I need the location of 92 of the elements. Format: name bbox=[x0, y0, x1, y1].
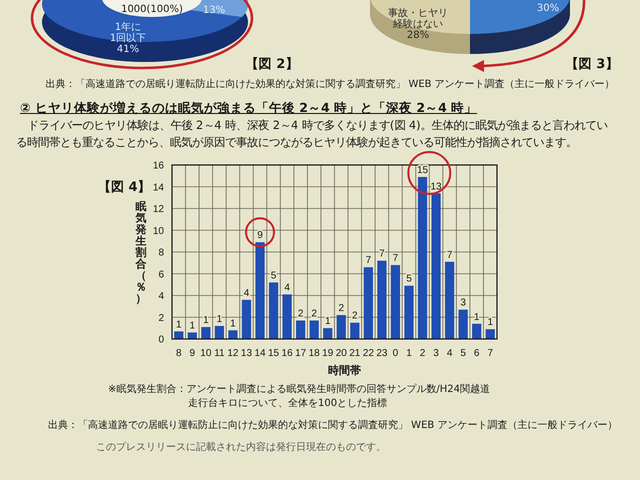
text: ※眠気発生割合：アンケート調査による眠気発生時間帯の回答サンプル数/H24関越道走行台キロについて、全体を100とした指標 bbox=[108, 383, 491, 411]
x-tick-label: 11 bbox=[214, 348, 226, 359]
y-tick-label: 8 bbox=[158, 248, 164, 258]
chart-title: ② ヒヤリ体験が増えるのは眠気が強まる「午後 2～4 時」と「深夜 2～4 時」 bbox=[20, 100, 478, 117]
data-label: 5 bbox=[406, 274, 412, 285]
y-tick-label: 14 bbox=[152, 182, 164, 194]
data-label: 4 bbox=[244, 288, 250, 299]
data-label: 4 bbox=[284, 282, 290, 294]
x-tick-label: 12 bbox=[227, 348, 239, 359]
y-tick-label: 16 bbox=[152, 160, 164, 172]
x-tick-label: 2 bbox=[420, 348, 426, 359]
bar bbox=[404, 286, 414, 339]
data-label: 2 bbox=[311, 308, 318, 320]
x-tick-label: 13 bbox=[240, 348, 252, 359]
bar bbox=[201, 327, 210, 339]
bar bbox=[228, 330, 238, 339]
text: 【図 3】 bbox=[566, 56, 618, 72]
bar bbox=[445, 262, 454, 339]
bar bbox=[377, 260, 386, 339]
text: 【図 2】 bbox=[246, 56, 298, 72]
bar bbox=[296, 320, 306, 339]
text: 眠気発生割合（％） bbox=[136, 200, 146, 305]
bar bbox=[418, 176, 428, 339]
x-tick-label: 1 bbox=[406, 348, 412, 359]
text: 1000(100%) bbox=[121, 4, 184, 15]
bar bbox=[255, 242, 265, 339]
data-label: 2 bbox=[338, 303, 344, 314]
x-tick-label: 17 bbox=[295, 348, 307, 359]
bar bbox=[268, 282, 278, 339]
source-note: 出典：「高速道路での居眠り運転防止に向けた効果的な対策に関する調査研究」 WEB アンケート調査（主に一般ドライバー） bbox=[48, 418, 618, 432]
bar bbox=[431, 193, 441, 339]
x-tick-label: 16 bbox=[282, 348, 294, 359]
text: 30% bbox=[536, 3, 560, 14]
x-tick-label: 5 bbox=[460, 348, 466, 359]
y-tick-label: 2 bbox=[158, 312, 164, 324]
x-tick-label: 4 bbox=[446, 348, 453, 359]
bar bbox=[486, 329, 495, 339]
data-label: 7 bbox=[379, 248, 386, 260]
bar bbox=[188, 332, 197, 339]
bar bbox=[336, 315, 346, 339]
x-tick-label: 23 bbox=[376, 348, 388, 359]
x-tick-label: 18 bbox=[308, 348, 320, 359]
x-tick-label: 19 bbox=[322, 348, 334, 359]
data-label: 7 bbox=[392, 253, 399, 264]
data-label: 1 bbox=[324, 316, 331, 328]
text: 事故・ヒヤリ経験はない28% bbox=[388, 7, 448, 41]
bar bbox=[350, 322, 360, 339]
chart-subtitle: ドライバーのヒヤリ体験は、午後 2～4 時、深夜 2～4 時で多くなります(図 4)。生体的に眠気が強まると言われている時間帯とも重なることから、眠気が原因で事故につながるヒヤリ体験が起きている可能性が指摘されています。 bbox=[16, 117, 609, 151]
x-tick-label: 21 bbox=[349, 348, 361, 359]
x-tick-label: 0 bbox=[392, 348, 399, 359]
data-label: 1 bbox=[487, 317, 494, 328]
bar bbox=[174, 331, 184, 339]
data-label: 7 bbox=[366, 255, 372, 266]
y-tick-label: 0 bbox=[158, 334, 164, 346]
data-label: 1 bbox=[176, 319, 182, 330]
text: 1年に1回以下41% bbox=[110, 21, 146, 55]
bar bbox=[242, 300, 252, 339]
data-label: 1 bbox=[230, 318, 236, 330]
data-label: 2 bbox=[298, 308, 304, 320]
y-tick-label: 10 bbox=[152, 226, 164, 237]
x-tick-label: 8 bbox=[176, 348, 182, 359]
data-label: 1 bbox=[203, 315, 210, 326]
source-note: 出典：「高速道路での居眠り運転防止に向けた効果的な対策に関する調査研究」 WEB アンケート調査（主に一般ドライバー） bbox=[45, 78, 615, 90]
data-label: 1 bbox=[190, 320, 196, 332]
bar bbox=[472, 324, 482, 339]
text: 【図 4】 bbox=[98, 179, 151, 195]
x-tick-label: 3 bbox=[433, 348, 440, 359]
y-tick-label: 12 bbox=[152, 204, 164, 215]
bar bbox=[214, 326, 224, 339]
x-tick-label: 20 bbox=[336, 348, 348, 359]
text: 13% bbox=[202, 5, 226, 16]
data-label: 7 bbox=[446, 250, 453, 261]
data-label: 9 bbox=[257, 230, 264, 242]
x-tick-label: 7 bbox=[487, 348, 494, 359]
data-label: 3 bbox=[460, 298, 466, 309]
bar bbox=[323, 328, 332, 339]
data-label: 15 bbox=[416, 164, 429, 176]
bar bbox=[390, 265, 400, 339]
x-tick-label: 22 bbox=[362, 348, 374, 359]
x-tick-label: 14 bbox=[254, 348, 266, 359]
bar bbox=[364, 267, 373, 339]
y-tick-label: 4 bbox=[158, 291, 164, 302]
y-tick-label: 6 bbox=[158, 269, 164, 280]
text: このプレスリリースに記載された内容は発行日現在のものです。 bbox=[96, 440, 386, 454]
x-tick-label: 10 bbox=[200, 348, 212, 359]
bar bbox=[282, 294, 292, 339]
x-tick-label: 15 bbox=[268, 348, 280, 359]
x-tick-label: 6 bbox=[474, 348, 480, 359]
x-axis-title: 時間帯 bbox=[328, 364, 361, 377]
bar bbox=[458, 310, 468, 339]
x-tick-label: 9 bbox=[190, 348, 196, 359]
bar bbox=[310, 320, 319, 339]
